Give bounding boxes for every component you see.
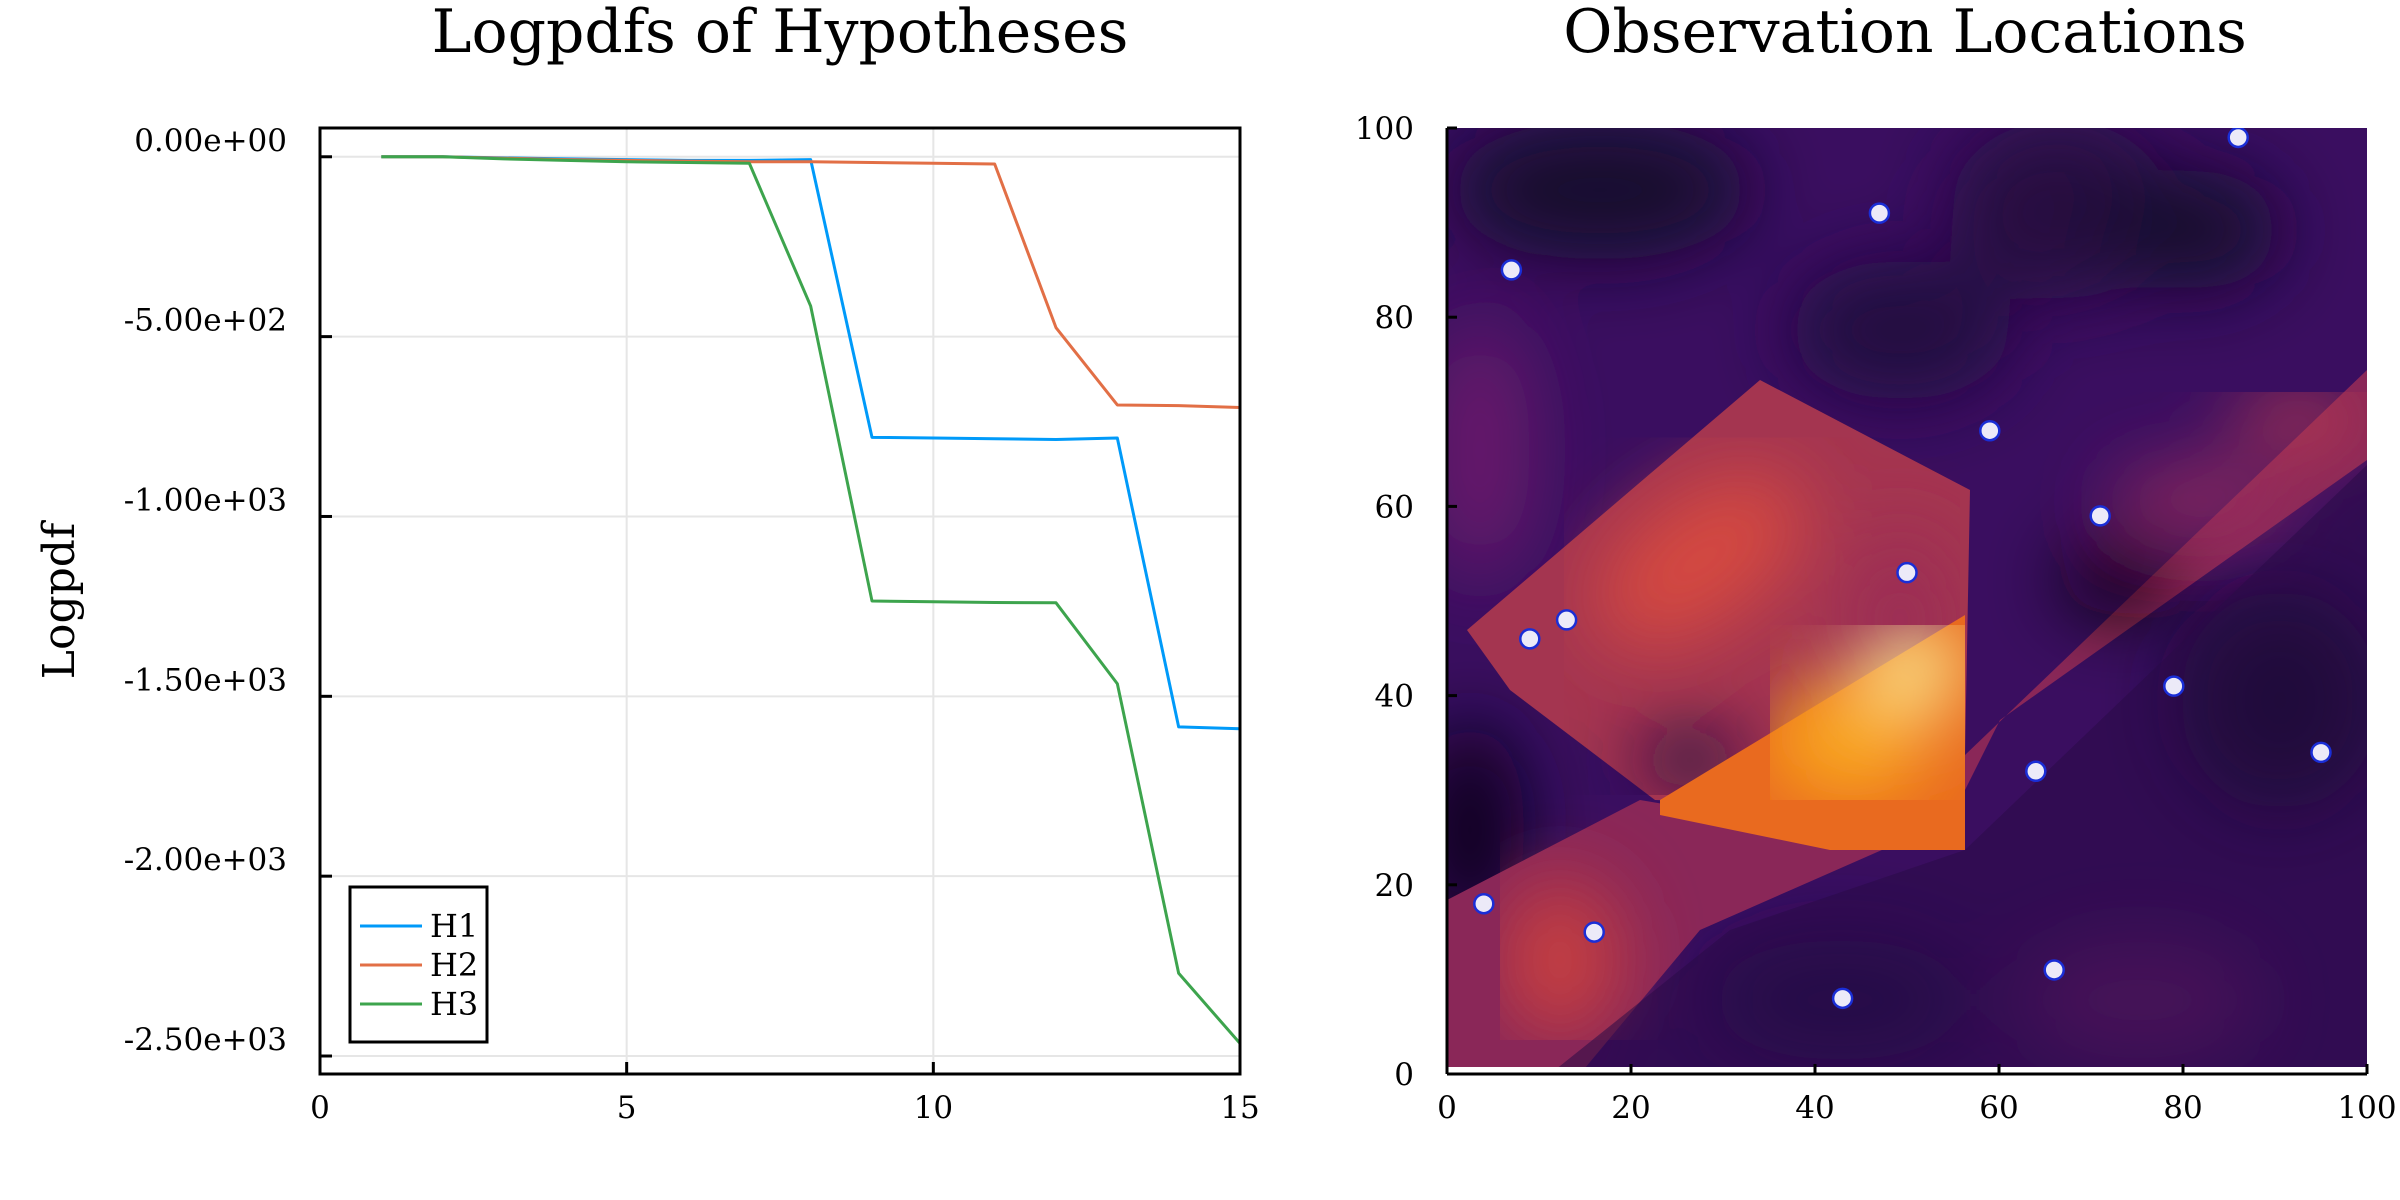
legend-label: H3 [430, 985, 478, 1023]
observation-point [1519, 628, 1541, 650]
y-tick-label: -1.50e+03 [124, 662, 287, 698]
legend-label: H2 [430, 946, 478, 984]
left-plot-frame [318, 126, 1242, 1076]
x-tick-label: 15 [1220, 1090, 1259, 1126]
observation-heatmap: Observation Locations [1355, 0, 2397, 1126]
observation-point [2089, 505, 2111, 527]
y-tick-label: -2.50e+03 [124, 1022, 287, 1058]
left-y-axis-label: Logpdf [34, 520, 85, 679]
observation-point [2025, 760, 2047, 783]
x-tick-label: 100 [2337, 1090, 2396, 1126]
x-tick-label: 0 [310, 1090, 330, 1126]
x-tick-label: 5 [617, 1090, 637, 1126]
x-tick-label: 0 [1437, 1090, 1457, 1126]
y-tick-label: -1.00e+03 [124, 482, 287, 518]
x-tick-label: 60 [1979, 1090, 2018, 1126]
heatmap-field [1447, 128, 2367, 1074]
y-tick-label: -2.00e+03 [124, 842, 287, 878]
observation-point [1500, 259, 1523, 281]
observation-points [1473, 128, 2332, 1010]
left-chart-title: Logpdfs of Hypotheses [432, 0, 1129, 67]
observation-point [1831, 987, 1854, 1010]
left-series-lines [381, 155, 1240, 1045]
series-line-h1 [381, 155, 1240, 731]
left-ticks: 0 5 10 15 0.00e+00 -5.00e+02 -1.00e+03 -1.50e+0… [124, 123, 1260, 1126]
series-line-h3 [381, 155, 1240, 1045]
observation-point [2227, 128, 2249, 149]
y-tick-label: 40 [1375, 679, 1414, 715]
y-tick-label: -5.00e+02 [124, 303, 287, 339]
right-chart-title: Observation Locations [1563, 0, 2247, 67]
observation-point [1979, 419, 2001, 442]
x-tick-label: 20 [1611, 1090, 1650, 1126]
observation-point [1896, 561, 1918, 584]
legend-label: H1 [430, 907, 478, 945]
x-tick-label: 40 [1795, 1090, 1834, 1126]
observation-point [1583, 921, 1605, 943]
observation-point [2163, 675, 2185, 697]
observation-point [2310, 741, 2332, 764]
y-tick-label: 80 [1375, 300, 1414, 336]
series-line-h2 [381, 155, 1240, 409]
x-tick-label: 10 [914, 1090, 953, 1126]
x-tick-label: 80 [2163, 1090, 2202, 1126]
y-tick-label: 0 [1394, 1057, 1414, 1093]
y-tick-label: 100 [1355, 111, 1414, 147]
observation-point [1868, 202, 1891, 224]
y-tick-label: 60 [1375, 489, 1414, 525]
observation-point [1555, 609, 1578, 631]
y-tick-label: 20 [1375, 868, 1414, 904]
observation-point [2043, 959, 2065, 981]
logpdf-line-chart: Logpdfs of Hypotheses 0 5 10 15 0.00e+00 -5.0… [34, 0, 1260, 1126]
observation-point [1473, 892, 1495, 915]
y-tick-label: 0.00e+00 [134, 123, 287, 159]
